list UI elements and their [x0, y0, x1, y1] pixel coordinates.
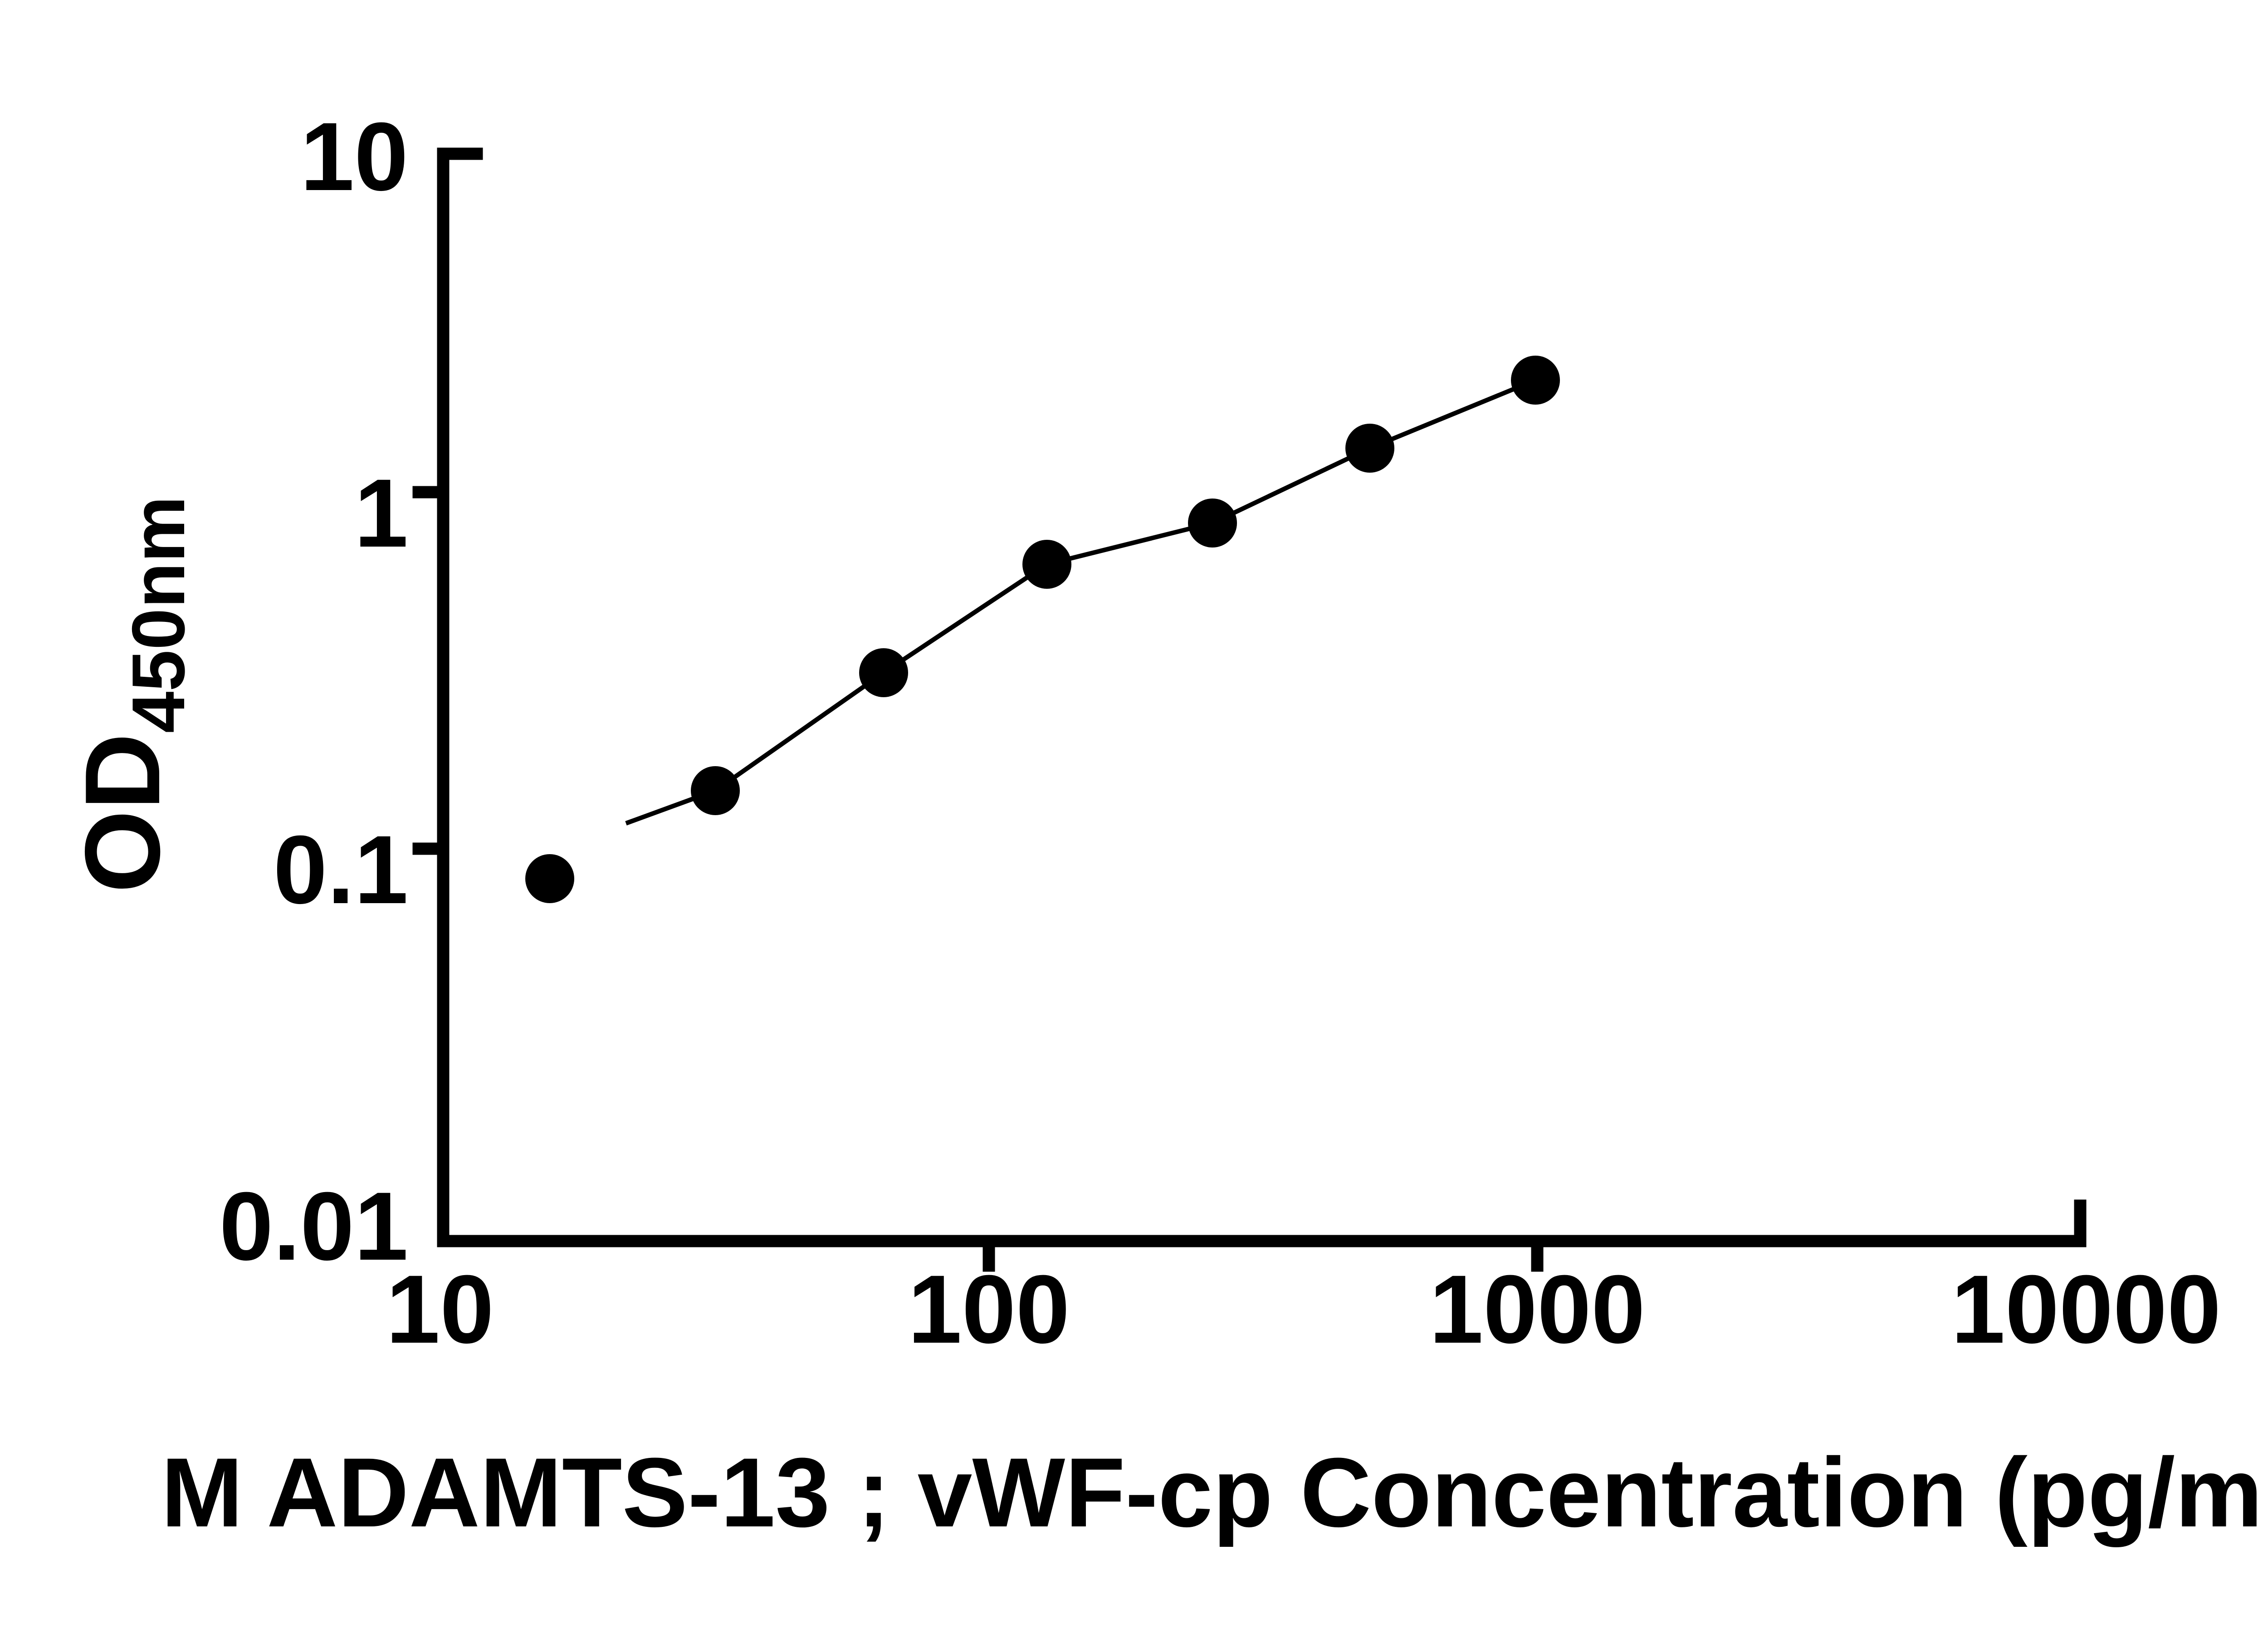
- svg-text:1000: 1000: [1429, 1255, 1645, 1364]
- svg-text:0.1: 0.1: [274, 816, 409, 924]
- svg-text:10: 10: [386, 1255, 494, 1364]
- svg-text:10000: 10000: [1951, 1255, 2221, 1364]
- svg-text:1: 1: [354, 459, 408, 567]
- svg-text:10: 10: [300, 103, 408, 211]
- svg-text:0.01: 0.01: [219, 1172, 408, 1281]
- svg-text:100: 100: [908, 1255, 1070, 1364]
- svg-text:M ADAMTS-13 ; vWF-cp Concentra: M ADAMTS-13 ; vWF-cp Concentration (pg/m…: [161, 1437, 2268, 1547]
- svg-text:OD450nm: OD450nm: [63, 496, 200, 893]
